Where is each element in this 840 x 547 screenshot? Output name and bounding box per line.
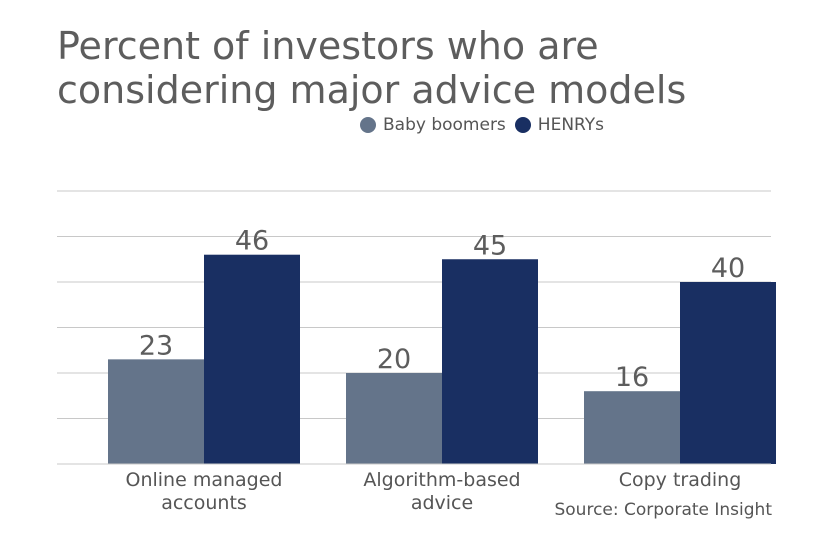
category-label: Online managed <box>126 469 283 491</box>
bar <box>680 282 776 464</box>
legend-swatch-baby-boomers <box>360 117 376 133</box>
bar <box>442 259 538 464</box>
bar <box>204 254 300 464</box>
legend-item-baby-boomers: Baby boomers <box>360 115 506 135</box>
data-label: 40 <box>711 253 745 284</box>
bar <box>584 391 680 464</box>
category-label: advice <box>411 492 473 514</box>
category-label: Copy trading <box>619 469 742 491</box>
bar <box>108 359 204 464</box>
bar <box>346 373 442 464</box>
data-label: 20 <box>377 344 411 375</box>
legend-swatch-henrys <box>514 117 531 133</box>
source-note: Source: Corporate Insight <box>554 500 772 520</box>
category-label: Algorithm-based <box>363 469 520 491</box>
data-label: 16 <box>615 362 649 393</box>
data-label: 23 <box>139 330 173 361</box>
chart-title: Percent of investors who are considering… <box>57 24 687 112</box>
category-label: accounts <box>161 492 247 514</box>
data-label: 45 <box>473 230 507 261</box>
legend: Baby boomers HENRYs <box>360 115 613 135</box>
legend-item-henrys: HENRYs <box>514 115 605 135</box>
legend-label-baby-boomers: Baby boomers <box>383 115 506 135</box>
data-label: 46 <box>235 226 269 257</box>
legend-label-henrys: HENRYs <box>537 115 605 135</box>
